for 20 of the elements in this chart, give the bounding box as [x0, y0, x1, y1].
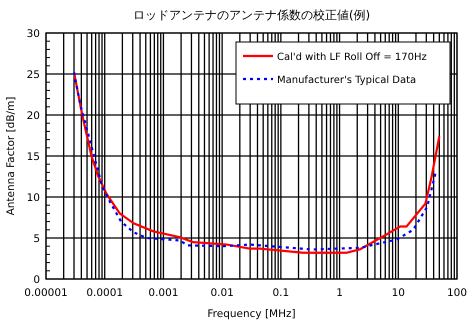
- x-tick-label: 1: [336, 287, 343, 299]
- x-tick-label: 0.001: [148, 287, 178, 299]
- legend-label: Cal'd with LF Roll Off = 170Hz: [277, 52, 427, 63]
- y-tick-label: 10: [26, 192, 40, 204]
- x-tick-label: 0.00001: [24, 287, 68, 299]
- x-tick-label: 100: [446, 287, 468, 299]
- y-tick-label: 5: [33, 233, 40, 245]
- x-tick-label: 10: [392, 287, 405, 299]
- chart-title: ロッドアンテナのアンテナ係数の校正値(例): [132, 8, 370, 22]
- y-tick-label: 0: [33, 274, 40, 286]
- legend-label: Manufacturer's Typical Data: [277, 75, 416, 86]
- x-axis-title: Frequency [MHz]: [207, 308, 296, 320]
- x-tick-label: 0.01: [210, 287, 234, 299]
- y-tick-label: 20: [26, 110, 40, 122]
- y-tick-label: 25: [26, 69, 40, 81]
- y-tick-label: 15: [26, 151, 40, 163]
- x-tick-label: 0.0001: [86, 287, 124, 299]
- x-tick-label: 0.1: [272, 287, 290, 299]
- y-tick-label: 30: [26, 28, 40, 40]
- y-axis-title: Antenna Factor [dB/m]: [5, 96, 17, 216]
